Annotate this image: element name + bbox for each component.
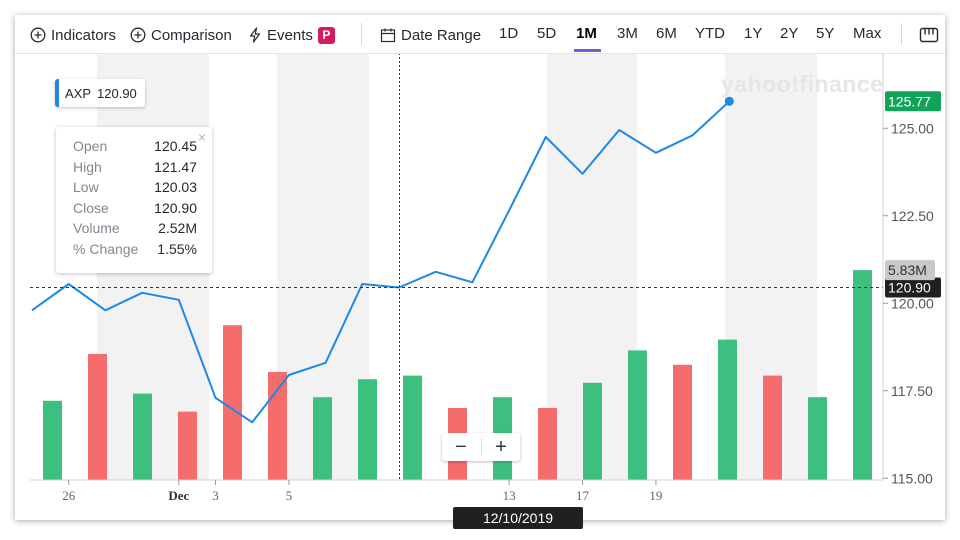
ohlc-label: Open	[73, 138, 108, 154]
range-ytd[interactable]: YTD	[695, 25, 725, 42]
indicators-label: Indicators	[51, 26, 117, 44]
price-line	[31, 100, 730, 424]
volume-badge-bg	[885, 260, 935, 281]
range-5d[interactable]: 5D	[537, 25, 557, 42]
ohlc-label: Close	[73, 200, 109, 216]
x-tick-label: 3	[212, 488, 219, 503]
legend-symbol: AXP	[65, 85, 92, 101]
toolbar-divider	[361, 23, 362, 45]
range-2y[interactable]: 2Y	[780, 25, 799, 42]
range-1y[interactable]: 1Y	[744, 25, 763, 42]
volume-bar	[358, 379, 377, 480]
ohlc-row-close: Close 120.90	[73, 200, 197, 220]
volume-bar	[763, 375, 782, 480]
ohlc-value: 120.03	[154, 179, 197, 195]
volume-bar	[673, 364, 692, 480]
crosshair-price-badge-bg	[885, 277, 941, 298]
zoom-in-button[interactable]: +	[495, 435, 507, 458]
ohlc-value: 120.45	[154, 138, 197, 154]
y-tick-label: 115.00	[891, 470, 933, 486]
toolbar-divider	[901, 23, 902, 45]
events-label: Events	[267, 26, 313, 44]
date-range-button[interactable]: Date Range	[380, 25, 481, 45]
volume-bar	[313, 397, 332, 480]
ohlc-label: % Change	[73, 241, 139, 257]
x-tick-label: 13	[503, 488, 516, 503]
volume-bar	[403, 375, 422, 480]
range-1d[interactable]: 1D	[499, 25, 519, 42]
active-range-underline	[574, 49, 601, 52]
volume-bar	[628, 350, 647, 480]
volume-bar	[268, 372, 287, 480]
x-tick-label: 26	[62, 488, 76, 503]
zoom-divider	[481, 438, 482, 456]
volume-badge: 5.83M	[888, 262, 927, 278]
y-tick-label: 117.50	[891, 383, 933, 399]
plus-circle-icon	[130, 27, 146, 43]
ohlc-label: High	[73, 159, 102, 175]
volume-bar	[88, 354, 107, 480]
legend-value: 120.90	[97, 85, 137, 101]
ohlc-label: Volume	[73, 220, 120, 236]
indicators-button[interactable]: Indicators	[30, 25, 116, 45]
zoom-control: − +	[442, 433, 520, 461]
fullscreen-chart-icon	[919, 27, 939, 43]
chart-panel: 125.00 122.50 120.00 117.50 115.00 26 Dec 3 5 13 1…	[15, 15, 945, 529]
range-max[interactable]: Max	[853, 25, 882, 42]
x-tick-label: Dec	[168, 488, 189, 503]
x-tick-label: 17	[576, 488, 590, 503]
volume-bar	[223, 325, 242, 480]
crosshair-price-badge: 120.90	[888, 280, 931, 296]
series-legend[interactable]: AXP 120.90	[55, 79, 145, 107]
range-3m[interactable]: 3M	[617, 25, 638, 42]
comparison-label: Comparison	[151, 26, 232, 44]
ohlc-value: 120.90	[154, 200, 197, 216]
volume-bar	[718, 339, 737, 480]
ohlc-row-volume: Volume 2.52M	[73, 220, 197, 240]
close-icon[interactable]: ×	[197, 129, 206, 145]
volume-bar	[538, 408, 557, 480]
events-button[interactable]: Events P	[248, 25, 335, 45]
date-range-label: Date Range	[401, 26, 482, 44]
last-price-badge-bg	[885, 91, 941, 112]
lightning-icon	[248, 27, 262, 43]
volume-bar	[808, 397, 827, 480]
ohlc-row-change: % Change 1.55%	[73, 241, 197, 261]
x-tick-label: 5	[286, 488, 293, 503]
yahoo-finance-watermark: yahoo!finance	[721, 71, 884, 97]
ohlc-value: 1.55%	[157, 241, 197, 257]
volume-bar	[583, 382, 602, 480]
last-price-badge: 125.77	[888, 93, 931, 109]
price-chart[interactable]: 125.00 122.50 120.00 117.50 115.00 26 Dec 3 5 13 1…	[15, 15, 945, 520]
last-price-dot	[724, 96, 734, 106]
premium-badge-icon: P	[317, 26, 335, 44]
plus-circle-icon	[30, 27, 46, 43]
ohlc-label: Low	[73, 179, 99, 195]
ohlc-tooltip: × Open 120.45 High 121.47 Low 120.03 Clo…	[56, 127, 212, 273]
legend-color-swatch	[55, 79, 59, 107]
volume-bar	[133, 393, 152, 480]
zoom-out-button[interactable]: −	[455, 435, 467, 458]
volume-bar	[43, 400, 62, 480]
range-5y[interactable]: 5Y	[816, 25, 835, 42]
crosshair-date-label: 12/10/2019	[453, 507, 583, 529]
y-tick-label: 125.00	[891, 120, 934, 136]
calendar-icon	[380, 27, 396, 43]
x-tick-label: 19	[649, 488, 662, 503]
volume-bar	[178, 411, 197, 480]
ohlc-value: 2.52M	[158, 220, 197, 236]
chart-toolbar: Indicators Comparison Events P Date Rang…	[15, 15, 945, 54]
ohlc-row-open: Open 120.45	[73, 138, 197, 158]
chart-type-button[interactable]	[919, 25, 939, 45]
y-tick-label: 120.00	[891, 295, 934, 311]
ohlc-row-high: High 121.47	[73, 159, 197, 179]
volume-bar	[853, 270, 872, 480]
ohlc-row-low: Low 120.03	[73, 179, 197, 199]
range-6m[interactable]: 6M	[656, 25, 677, 42]
range-1m[interactable]: 1M	[576, 25, 597, 42]
ohlc-value: 121.47	[154, 159, 197, 175]
y-tick-label: 122.50	[891, 208, 934, 224]
comparison-button[interactable]: Comparison	[130, 25, 232, 45]
